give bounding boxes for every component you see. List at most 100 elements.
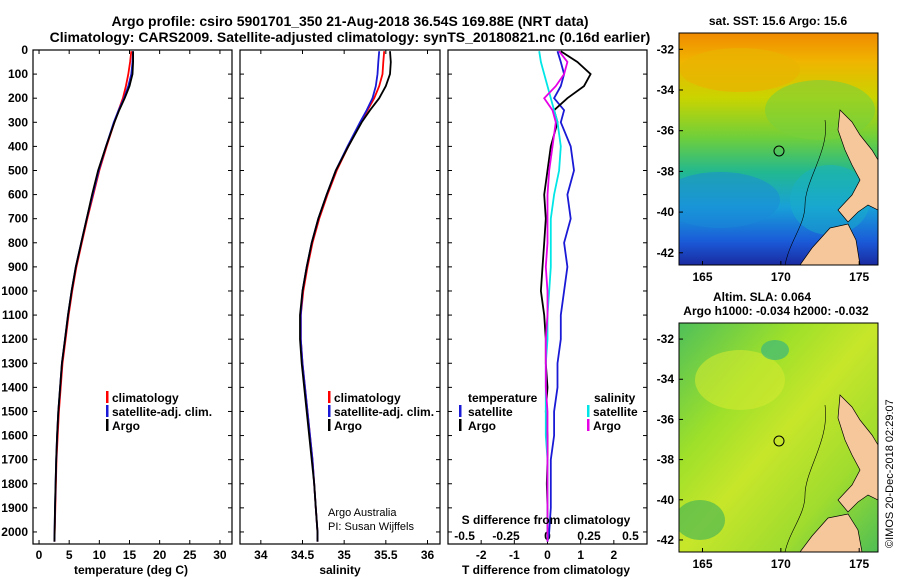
x-tick-label: 10 [93,548,107,562]
x-tick-label: 1 [577,548,584,562]
map-y-tick-label: -36 [657,412,675,426]
x-tick-label: 25 [183,548,197,562]
series-line-argo [53,51,135,542]
depth-tick-label: 1700 [1,453,28,467]
depth-tick-label: 1600 [1,429,28,443]
x-tick-label: 0 [544,548,551,562]
x-tick-label: 15 [123,548,137,562]
series-line-climatology [53,51,133,542]
series-line-argo [299,51,392,542]
x-tick-label: 2 [610,548,617,562]
depth-tick-label: 600 [8,188,28,202]
map-y-tick-label: -38 [657,453,675,467]
temperature-legend: climatology satellite-adj. clim. Argo [106,391,212,433]
series-line-satellite-adj-clim- [53,51,134,542]
x-tick-label: -2 [476,548,487,562]
sla-map [679,323,878,552]
depth-tick-label: 300 [8,115,28,129]
map-x-tick-label: 165 [692,270,712,284]
sst-green-patch [765,80,875,140]
legend-swatch-satellite [106,405,109,417]
x-tick-label: 5 [66,548,73,562]
difference-xlabel: T difference from climatology [462,563,630,577]
sst-contour [784,119,826,265]
map-x-tick-label: 165 [692,557,712,571]
legend-label-climatology: climatology [334,391,401,405]
sst-warm-patch [680,48,800,92]
x-tick-label: -1 [509,548,520,562]
legend-label-t-satellite: satellite [468,405,513,419]
argo-location-marker [773,145,785,157]
map-y-tick-label: -34 [657,83,675,97]
legend-label-t-argo: Argo [468,419,496,433]
legend-label-climatology: climatology [112,391,179,405]
depth-tick-label: 1800 [1,477,28,491]
map-y-tick-label: -34 [657,372,675,386]
depth-tick-label: 200 [8,91,28,105]
secondary-x-tick-label: -0.25 [492,529,520,543]
legend-swatch-t-argo [459,419,462,431]
salinity-panel-frame [239,49,441,545]
legend-swatch-argo [106,419,109,431]
legend-swatch-climatology [328,391,331,403]
map-y-tick-label: -42 [657,246,675,260]
sst-cool-patch [679,172,780,228]
map-y-tick-label: -32 [657,332,675,346]
series-line-t-satellite [546,50,575,542]
depth-tick-label: 900 [8,260,28,274]
nz-south-island [799,223,861,265]
legend-swatch-s-argo [587,419,590,431]
sla-map-frame [678,322,879,553]
legend-label-argo: Argo [334,419,362,433]
legend-heading-salinity: salinity [594,391,636,405]
x-tick-label: 35 [337,548,351,562]
credit-pi-name: PI: Susan Wijffels [328,521,414,533]
sst-map-axes: 165 170 175 -32 -34 -36 -38 -40 -42 [657,42,870,284]
x-tick-label: 34.5 [291,548,315,562]
legend-swatch-satellite [328,405,331,417]
depth-tick-label: 1500 [1,404,28,418]
difference-secondary-xlabel: S difference from climatology [462,513,631,527]
legend-heading-temperature: temperature [468,391,538,405]
map-y-tick-label: -38 [657,164,675,178]
depth-tick-label: 1200 [1,332,28,346]
x-tick-label: 20 [153,548,167,562]
depth-tick-label: 1300 [1,356,28,370]
difference-panel: -2 -1 0 1 2-0.5 -0.25 0 0.25 0.5 [448,49,647,562]
credit-argo-australia: Argo Australia [328,507,397,519]
map-x-tick-label: 175 [849,557,869,571]
temperature-xlabel: temperature (deg C) [74,563,188,577]
depth-tick-label: 800 [8,236,28,250]
depth-tick-label: 1900 [1,501,28,515]
map-x-tick-label: 175 [849,270,869,284]
sla-contour [784,404,826,552]
depth-tick-label: 1100 [2,308,28,322]
depth-tick-label: 500 [8,163,28,177]
map-y-tick-label: -32 [657,42,675,56]
figure-title-line1: Argo profile: csiro 5901701_350 21-Aug-2… [112,13,589,29]
sla-map-title-line2: Argo h1000: -0.034 h2000: -0.032 [683,304,869,318]
temperature-panel-frame [32,49,233,545]
x-tick-label: 36 [421,548,435,562]
argo-location-marker [773,435,785,447]
depth-tick-label: 2000 [1,525,28,539]
legend-label-s-argo: Argo [593,419,621,433]
map-y-tick-label: -36 [657,124,675,138]
map-y-tick-label: -40 [657,493,675,507]
x-tick-label: 35.5 [374,548,398,562]
sla-high-patch [695,350,785,410]
salinity-panel: 34 34.5 35 35.5 36 [240,49,440,562]
nz-north-island [837,394,878,513]
secondary-x-tick-label: -0.5 [454,529,475,543]
legend-swatch-t-satellite [459,405,462,417]
legend-label-s-satellite: satellite [593,405,638,419]
map-x-tick-label: 170 [771,270,791,284]
legend-swatch-argo [328,419,331,431]
sla-map-axes: 165 170 175 -32 -34 -36 -38 -40 -42 [657,332,870,571]
depth-tick-label: 1000 [1,284,28,298]
sla-map-title-line1: Altim. SLA: 0.064 [713,290,811,304]
nz-north-island [837,109,878,223]
sst-map-frame [678,32,879,266]
x-tick-label: 0 [36,548,43,562]
secondary-x-tick-label: 0.25 [577,529,601,543]
